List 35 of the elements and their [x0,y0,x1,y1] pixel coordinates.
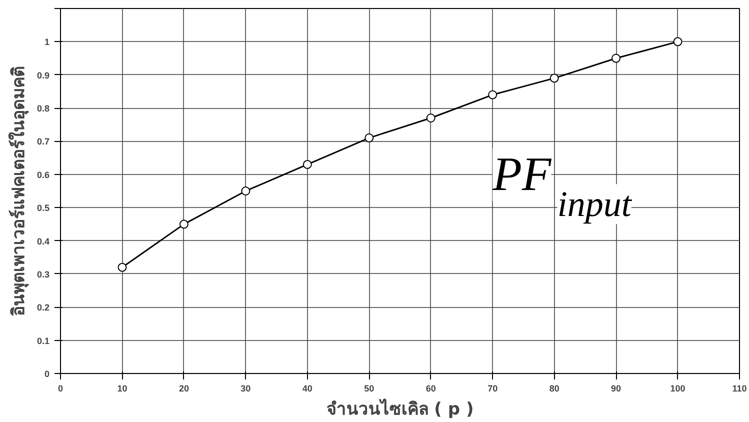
point [673,37,682,46]
point [302,160,312,169]
y-tick-label: 1 [44,37,50,48]
x-tick-label: 110 [732,384,747,394]
y-axis-title: อินพุตเพาเวอร์แฟคเตอร์ในอุดมคติ [8,66,29,316]
y-tick-label: 0.8 [36,104,50,114]
x-tick-label: 40 [302,384,312,394]
y-tick-label: 0 [44,369,50,379]
x-tick-label: 0 [58,384,64,394]
point [426,114,436,122]
point [612,54,621,63]
x-tick-label: 20 [178,384,189,394]
point [179,220,188,229]
point [364,133,374,142]
y-tick-label: 0.6 [36,170,50,180]
y-tick-label: 0.7 [36,136,50,147]
x-tick-label: 30 [240,384,251,394]
x-tick-label: 70 [488,384,498,394]
point [488,90,498,100]
point [241,186,250,196]
y-tick-label: 0.9 [36,70,50,80]
y-tick-label: 0.5 [36,203,50,214]
x-tick-label: 50 [364,384,374,394]
point [550,74,559,83]
x-tick-label: 60 [426,384,436,394]
x-tick-label: 10 [117,384,128,394]
y-tick-label: 0.4 [36,236,50,246]
y-tick-label: 0.1 [36,336,50,346]
x-axis-title: จำนวนไซเคิล ( p ) [326,398,474,420]
y-tick-label: 0.2 [36,302,50,313]
x-tick-label: 100 [670,384,686,394]
point [118,262,127,272]
x-tick-label: 90 [611,384,622,394]
y-tick-label: 0.3 [36,269,50,280]
x-tick-label: 80 [549,384,560,394]
